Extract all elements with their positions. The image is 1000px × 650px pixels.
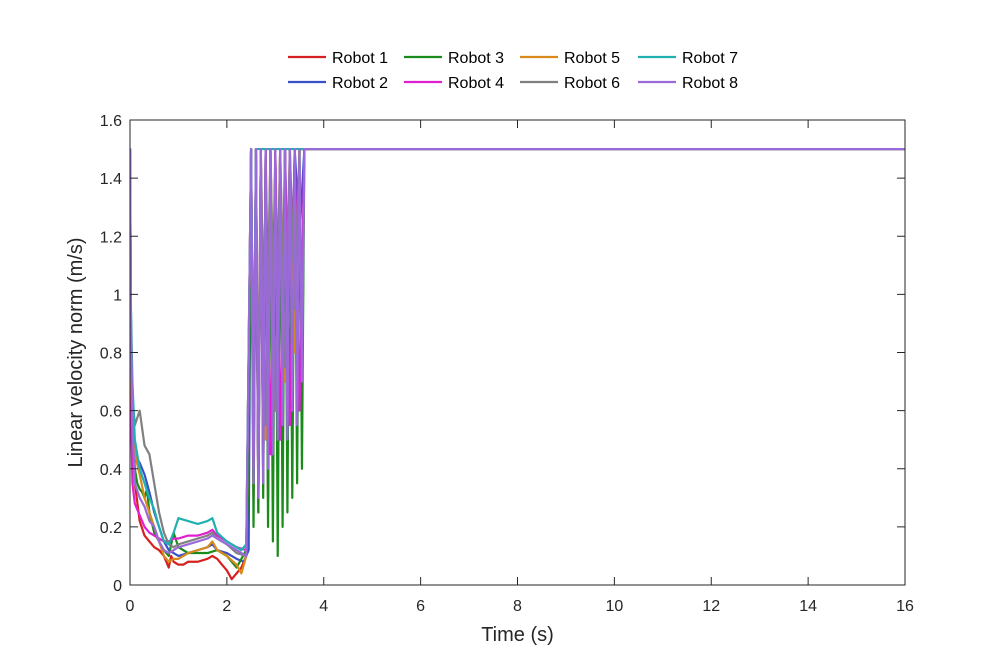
x-axis-label: Time (s) [481, 624, 554, 646]
ticks-layer: 0 2 4 6 8 10 12 14 16 0 0.2 0.4 0.6 0.8 1 1.2 1.4 1.6 [100, 113, 914, 615]
x-tick-label: 10 [605, 598, 623, 615]
y-tick-label: 1.4 [100, 171, 122, 188]
y-tick-label: 0.8 [100, 346, 122, 363]
y-tick-label: 0.4 [100, 462, 122, 479]
y-tick-label: 1.6 [100, 113, 122, 130]
y-tick-label: 0.6 [100, 404, 122, 421]
legend-label: Robot 2 [332, 75, 388, 92]
y-tick-label: 0.2 [100, 520, 122, 537]
y-axis-label: Linear velocity norm (m/s) [65, 237, 87, 467]
legend-item-robot-5: Robot 5 [520, 50, 620, 67]
legend-item-robot-4: Robot 4 [404, 75, 504, 92]
legend: Robot 1 Robot 2 Robot 3 Robot 4 Robot 5 Robot… [288, 50, 738, 92]
series-line-robot-8 [130, 147, 905, 558]
x-tick-label: 4 [319, 598, 328, 615]
y-tick-label: 1.2 [100, 229, 122, 246]
x-tick-label: 12 [702, 598, 720, 615]
legend-item-robot-1: Robot 1 [288, 50, 388, 67]
x-tick-label: 2 [222, 598, 231, 615]
legend-label: Robot 6 [564, 75, 620, 92]
x-tick-label: 14 [799, 598, 817, 615]
x-tick-label: 8 [513, 598, 522, 615]
legend-label: Robot 8 [682, 75, 738, 92]
legend-item-robot-6: Robot 6 [520, 75, 620, 92]
x-tick-label: 16 [896, 598, 914, 615]
x-tick-label: 0 [126, 598, 135, 615]
legend-item-robot-2: Robot 2 [288, 75, 388, 92]
legend-item-robot-7: Robot 7 [638, 50, 738, 67]
y-tick-label: 0 [113, 578, 122, 595]
legend-label: Robot 7 [682, 50, 738, 67]
legend-item-robot-8: Robot 8 [638, 75, 738, 92]
legend-item-robot-3: Robot 3 [404, 50, 504, 67]
legend-label: Robot 1 [332, 50, 388, 67]
legend-label: Robot 4 [448, 75, 504, 92]
legend-label: Robot 5 [564, 50, 620, 67]
series-layer [130, 147, 905, 581]
y-tick-label: 1 [113, 287, 122, 304]
x-tick-label: 6 [416, 598, 425, 615]
legend-label: Robot 3 [448, 50, 504, 67]
